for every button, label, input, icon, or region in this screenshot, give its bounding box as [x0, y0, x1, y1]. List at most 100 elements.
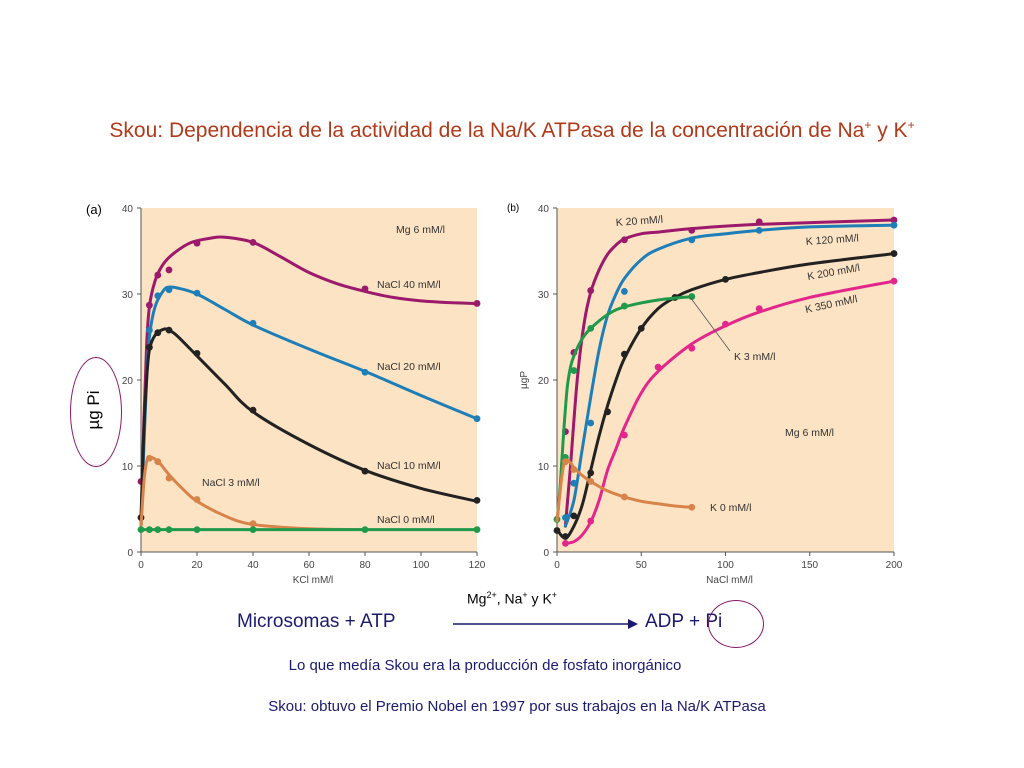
y-tick-label: 40 — [538, 204, 550, 215]
y-tick-label: 40 — [122, 204, 134, 215]
title-sup-na: + — [864, 118, 872, 132]
data-point-nacl-3-mm-l — [193, 496, 201, 503]
x-tick-label: 0 — [138, 560, 144, 571]
data-point-nacl-10-mm-l — [473, 497, 481, 504]
series-label-k-350-mm-l: K 350 mM/l — [804, 293, 858, 316]
x-tick-label: 120 — [469, 560, 486, 571]
reaction-cond-suffix: y K — [527, 590, 552, 607]
reaction-cond-sup3: + — [551, 590, 558, 600]
data-point-nacl-0-mm-l — [361, 526, 369, 534]
series-label-k-120-mm-l: K 120 mM/l — [805, 232, 859, 248]
y-tick-label: 30 — [122, 290, 134, 301]
series-line-k-120-mm-l — [563, 223, 896, 528]
series-line-k-3-mm-l — [555, 295, 694, 524]
data-point-k-200-mm-l — [671, 294, 679, 301]
data-point-nacl-40-mm-l — [146, 301, 153, 309]
data-point-nacl-40-mm-l — [361, 285, 369, 293]
data-point-k-200-mm-l — [604, 408, 611, 416]
data-point-k-350-mm-l — [587, 517, 595, 525]
data-point-nacl-10-mm-l — [146, 343, 153, 351]
data-point-nacl-3-mm-l — [165, 474, 173, 482]
y-axis-label: µgP — [519, 371, 530, 389]
data-point-nacl-40-mm-l — [154, 271, 162, 279]
title-mid: y K — [871, 119, 908, 142]
series-label-nacl-0-mm-l: NaCl 0 mM/l — [377, 514, 435, 526]
x-tick-label: 100 — [717, 560, 734, 571]
y-tick-label: 0 — [543, 548, 549, 559]
data-point-k-20-mm-l — [562, 428, 569, 435]
data-point-nacl-20-mm-l — [193, 289, 201, 297]
reaction-reactants: Microsomas + ATP — [237, 611, 396, 632]
x-tick-label: 40 — [247, 560, 259, 571]
reaction-cond-sup1: 2+ — [486, 590, 497, 600]
data-point-k-350-mm-l — [755, 305, 763, 313]
reaction-arrow-icon — [453, 619, 638, 629]
x-tick-label: 80 — [359, 560, 371, 571]
data-point-k-200-mm-l — [890, 250, 898, 257]
data-point-nacl-20-mm-l — [361, 368, 369, 376]
series-line-k-200-mm-l — [555, 252, 896, 540]
data-point-k-0-mm-l — [688, 503, 696, 511]
data-point-nacl-20-mm-l — [473, 415, 481, 423]
data-point-k-20-mm-l — [570, 349, 578, 356]
y-tick-label: 10 — [122, 462, 134, 473]
series-line-k-0-mm-l — [555, 458, 694, 523]
y-tick-label: 20 — [122, 376, 134, 387]
data-point-nacl-10-mm-l — [165, 326, 173, 334]
data-point-k-120-mm-l — [621, 288, 628, 295]
data-point-k-120-mm-l — [688, 236, 696, 244]
page-title: Skou: Dependencia de la actividad de la … — [0, 118, 1024, 143]
data-point-k-20-mm-l — [890, 216, 898, 224]
x-tick-label: 100 — [413, 560, 430, 571]
y-tick-label: 20 — [538, 376, 550, 387]
data-point-k-0-mm-l — [621, 493, 628, 501]
data-point-k-350-mm-l — [621, 431, 628, 439]
series-label-nacl-40-mm-l: NaCl 40 mM/l — [377, 279, 441, 291]
title-sup-k: + — [907, 118, 915, 132]
y-tick-label: 10 — [538, 462, 550, 473]
data-point-nacl-40-mm-l — [249, 239, 257, 246]
label-leader — [689, 296, 731, 352]
data-point-nacl-0-mm-l — [473, 526, 481, 534]
data-point-nacl-0-mm-l — [193, 526, 201, 534]
data-point-nacl-20-mm-l — [165, 286, 173, 294]
data-point-nacl-20-mm-l — [249, 319, 257, 327]
x-tick-label: 200 — [886, 560, 903, 571]
data-point-nacl-0-mm-l — [146, 526, 153, 534]
data-point-k-200-mm-l — [587, 469, 595, 477]
data-point-k-0-mm-l — [562, 458, 569, 466]
x-tick-label: 0 — [554, 560, 560, 571]
x-axis-label: KCl mM/l — [293, 575, 334, 586]
series-line-nacl-40-mm-l — [139, 235, 479, 528]
data-point-k-200-mm-l — [570, 512, 578, 520]
data-point-k-0-mm-l — [587, 478, 595, 485]
series-label-k-200-mm-l: K 200 mM/l — [806, 262, 860, 283]
data-point-nacl-20-mm-l — [146, 326, 153, 334]
data-point-k-120-mm-l — [562, 514, 569, 521]
series-label-k-0-mm-l: K 0 mM/l — [710, 502, 751, 514]
data-point-k-200-mm-l — [722, 275, 729, 283]
data-point-k-3-mm-l — [587, 325, 595, 332]
data-point-k-0-mm-l — [570, 466, 578, 473]
ylabel-highlight-ellipse — [70, 357, 122, 467]
note-pi-production: Lo que medía Skou era la producción de f… — [288, 657, 682, 674]
data-point-nacl-10-mm-l — [361, 467, 369, 475]
series-label-nacl-20-mm-l: NaCl 20 mM/l — [377, 361, 441, 373]
data-point-k-350-mm-l — [722, 320, 729, 328]
data-point-nacl-40-mm-l — [193, 239, 201, 247]
data-point-k-350-mm-l — [654, 363, 662, 371]
data-point-k-3-mm-l — [570, 367, 578, 374]
data-point-nacl-0-mm-l — [137, 526, 145, 534]
plot-background — [141, 208, 477, 552]
data-point-k-20-mm-l — [755, 218, 763, 226]
data-point-k-200-mm-l — [637, 325, 645, 332]
data-point-k-3-mm-l — [621, 302, 628, 310]
data-point-k-3-mm-l — [562, 454, 569, 461]
reaction-cond-prefix: Mg — [467, 590, 487, 607]
data-point-nacl-0-mm-l — [154, 526, 162, 534]
x-tick-label: 150 — [801, 560, 818, 571]
data-point-k-3-mm-l — [553, 515, 561, 523]
data-point-nacl-10-mm-l — [154, 329, 162, 337]
